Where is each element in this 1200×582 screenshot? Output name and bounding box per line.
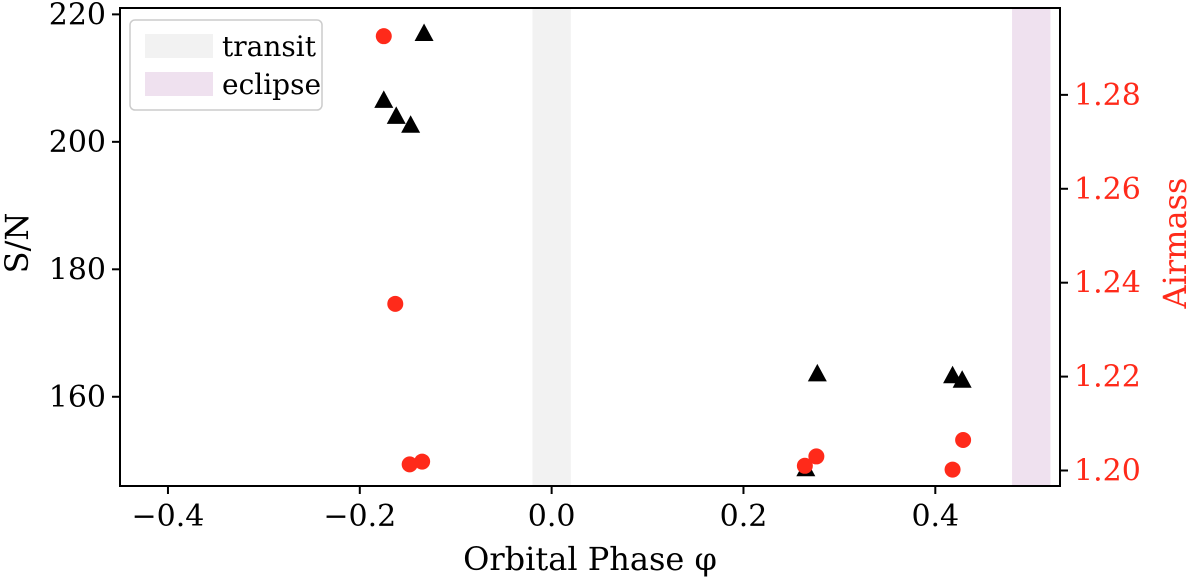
y-left-tick-label: 160 (49, 380, 106, 415)
shaded-region-eclipse (1012, 8, 1051, 486)
data-points (374, 23, 972, 478)
x-axis-title: Orbital Phase φ (463, 540, 717, 578)
y-right-tick-label: 1.20 (1074, 454, 1141, 489)
sn-triangle-marker (401, 115, 421, 133)
y-left-tick-label: 220 (49, 0, 106, 32)
legend: transit eclipse (129, 19, 323, 111)
x-tick-label: 0.0 (528, 499, 576, 534)
x-tick-label: 0.4 (911, 499, 959, 534)
y-right-tick-label: 1.24 (1074, 266, 1141, 301)
y-left-tick-label: 200 (49, 125, 106, 160)
airmass-circle-marker (401, 456, 418, 473)
legend-label-eclipse: eclipse (222, 68, 321, 101)
sn-triangle-marker (374, 90, 394, 108)
airmass-circle-marker (955, 431, 972, 448)
airmass-circle-marker (414, 453, 431, 470)
sn-triangle-marker (807, 363, 827, 382)
airmass-circle-marker (796, 457, 813, 474)
y-right-tick-label: 1.26 (1074, 172, 1141, 207)
y-left-axis-title: S/N (0, 213, 36, 274)
x-tick-label: −0.4 (132, 499, 205, 534)
sn-triangle-marker (943, 365, 963, 384)
y-right-axis-title: Airmass (1156, 178, 1194, 310)
plot-frame (119, 7, 1061, 487)
sn-triangle-marker (414, 23, 434, 41)
sn-triangle-marker (952, 370, 972, 388)
x-tick-label: −0.2 (323, 499, 396, 534)
airmass-circle-marker (375, 28, 392, 45)
legend-swatch-transit (145, 34, 213, 58)
y-left-axis-ticks: 160 180 200 220 (49, 0, 120, 415)
airmass-circle-marker (808, 448, 825, 465)
legend-label-transit: transit (222, 30, 317, 63)
x-tick-label: 0.2 (720, 499, 768, 534)
shaded-region-transit (532, 8, 571, 486)
sn-triangle-marker (386, 106, 406, 124)
y-right-tick-label: 1.28 (1074, 78, 1141, 113)
y-right-tick-label: 1.22 (1074, 360, 1141, 395)
airmass-circle-marker (387, 295, 404, 312)
shaded-regions (532, 8, 1051, 486)
x-axis-ticks: −0.4 −0.2 0.0 0.2 0.4 (132, 486, 959, 534)
y-right-axis-ticks: 1.20 1.22 1.24 1.26 1.28 (1060, 78, 1141, 489)
legend-swatch-eclipse (145, 72, 213, 96)
y-left-tick-label: 180 (49, 252, 106, 287)
airmass-circle-marker (944, 461, 961, 478)
